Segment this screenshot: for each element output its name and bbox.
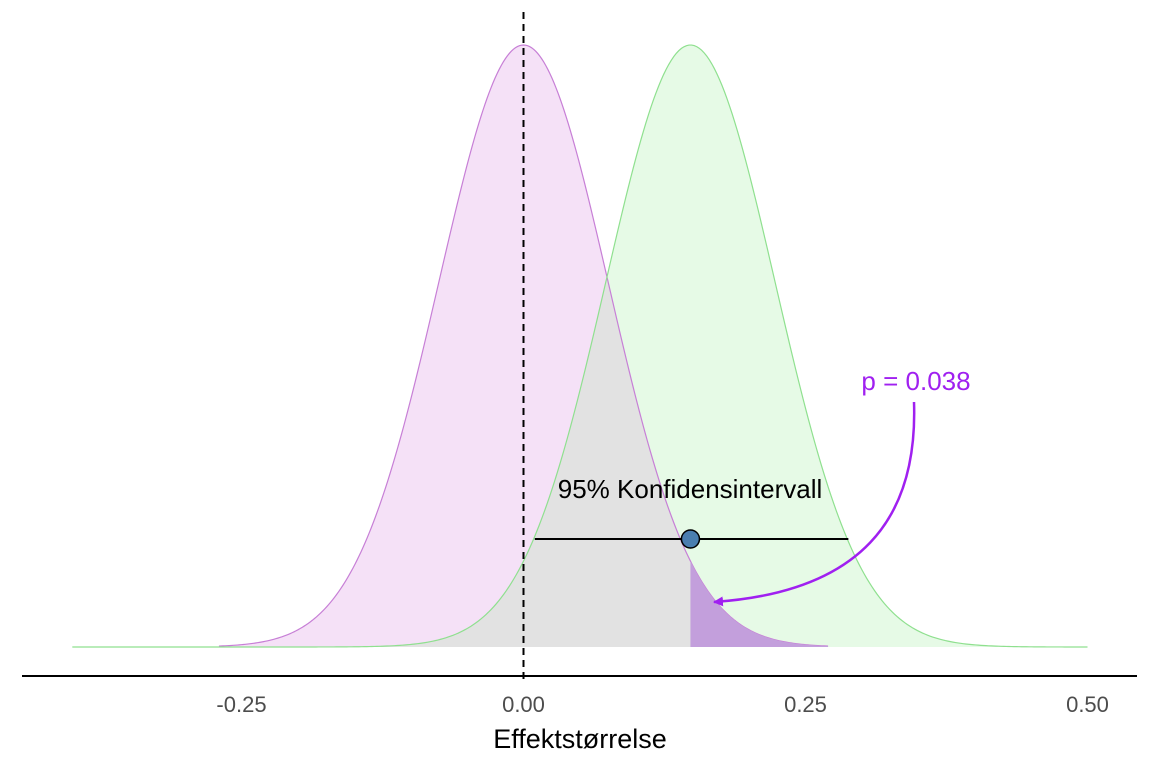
x-axis-title: Effektstørrelse [493,724,667,754]
x-tick-label: 0.25 [784,692,827,717]
p-value-label: p = 0.038 [861,366,970,396]
confidence-interval-label: 95% Konfidensintervall [558,474,823,504]
x-tick-label: -0.25 [216,692,266,717]
x-tick-label: 0.00 [502,692,545,717]
p-value-arrow [713,401,916,607]
effect-distribution-outline [72,44,1088,648]
null-distribution-area [218,45,829,647]
x-tick-label: 0.50 [1066,692,1109,717]
overlap-area [218,277,829,647]
p-value-shaded-area [690,561,829,647]
point-estimate [680,529,701,549]
